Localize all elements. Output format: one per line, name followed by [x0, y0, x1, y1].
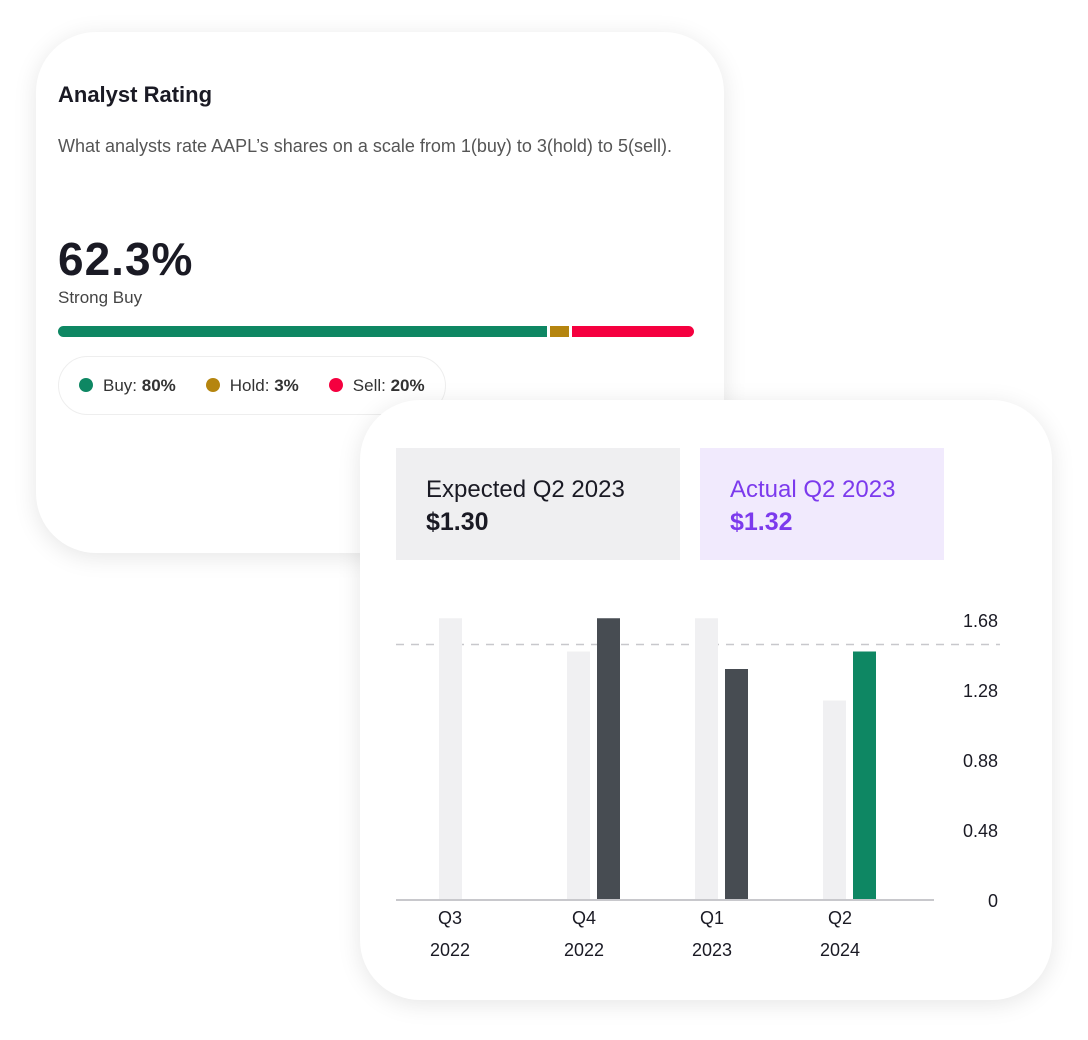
actual-label: Actual Q2 2023 — [730, 476, 896, 503]
legend-item-sell: Sell: 20% — [328, 375, 425, 396]
y-tick-label: 1.68 — [963, 611, 998, 631]
y-tick-label: 1.28 — [963, 681, 998, 701]
actual-value: $1.32 — [730, 508, 793, 536]
legend-value: 80% — [141, 375, 176, 395]
x-tick-year: 2022 — [430, 940, 470, 960]
actual-bar — [597, 618, 620, 900]
rating-value: 62.3% — [58, 233, 194, 285]
legend-item-buy: Buy: 80% — [79, 376, 176, 396]
expected-bar — [567, 651, 590, 900]
legend-value: 3% — [274, 375, 299, 395]
expected-bar — [695, 618, 718, 900]
expected-value: $1.30 — [426, 508, 489, 536]
bar-segment-sell — [571, 326, 694, 337]
actual-bar — [853, 651, 876, 900]
y-tick-label: 0.48 — [963, 821, 998, 841]
x-tick-label: Q3 — [438, 908, 462, 928]
expected-bar — [823, 700, 846, 900]
legend-dot-icon — [205, 377, 220, 392]
legend-item-hold: Hold: 3% — [205, 375, 299, 396]
legend-name: Hold: — [229, 375, 275, 395]
card-description: What analysts rate AAPL’s shares on a sc… — [58, 136, 672, 156]
x-tick-year: 2023 — [692, 940, 732, 960]
rating-distribution-bar — [58, 326, 694, 337]
x-tick-year: 2024 — [820, 940, 860, 960]
expected-label: Expected Q2 2023 — [426, 476, 625, 503]
bar-segment-hold — [550, 326, 569, 337]
y-tick-label: 0 — [988, 891, 998, 911]
legend-dot-icon — [79, 377, 93, 392]
legend-name: Buy: — [103, 375, 142, 395]
eps-chart: Q3 2022 Q4 2022 Q1 2023 Q2 2024 0 0.48 0.88 1.28 1.6… — [396, 611, 1000, 960]
rating-legend: Buy: 80% Hold: 3% Sell: 20% — [58, 356, 446, 415]
earnings-card: Expected Q2 2023 $1.30 Actual Q2 2023 $1… — [360, 400, 1052, 1000]
legend-dot-icon — [328, 377, 343, 392]
x-tick-label: Q2 — [828, 908, 852, 928]
x-tick-label: Q4 — [572, 908, 596, 928]
expected-box: Expected Q2 2023 $1.30 — [396, 448, 680, 560]
actual-bar — [725, 669, 748, 900]
expected-bar — [439, 618, 462, 900]
x-tick-label: Q1 — [700, 908, 724, 928]
x-tick-year: 2022 — [564, 940, 604, 960]
legend-value: 20% — [390, 375, 425, 395]
card-title: Analyst Rating — [58, 82, 213, 107]
bar-segment-buy — [58, 326, 548, 337]
actual-box: Actual Q2 2023 $1.32 — [700, 448, 944, 560]
y-tick-label: 0.88 — [963, 751, 998, 771]
legend-name: Sell: — [352, 375, 391, 395]
rating-label: Strong Buy — [58, 288, 143, 307]
